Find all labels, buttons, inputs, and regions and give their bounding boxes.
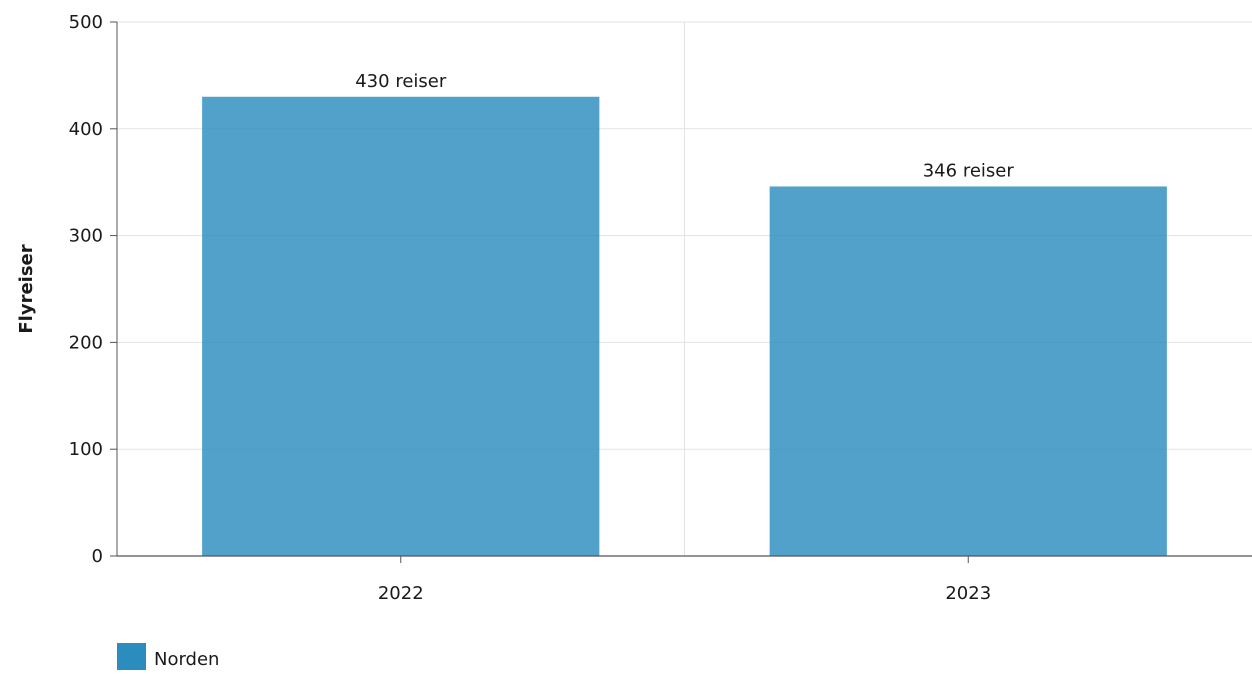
bar-value-label: 430 reiser <box>355 71 447 92</box>
y-tick-label: 200 <box>69 332 103 353</box>
y-tick-label: 300 <box>69 226 103 247</box>
y-tick-label: 400 <box>69 119 103 140</box>
legend[interactable]: Norden <box>117 643 219 670</box>
y-tick-label: 0 <box>92 546 103 567</box>
axes-group <box>110 21 1252 563</box>
y-axis-title: Flyreiser <box>16 244 37 333</box>
legend-label: Norden <box>154 649 219 670</box>
bar-2022[interactable] <box>202 96 600 556</box>
x-tick-label: 2022 <box>378 583 424 604</box>
x-tick-label: 2023 <box>945 583 991 604</box>
legend-swatch <box>117 643 146 670</box>
labels-group: 0 100 200 300 400 500 430 reiser 2022 346 reiser… <box>69 12 1015 604</box>
y-tick-label: 100 <box>69 439 103 460</box>
bar-2023[interactable] <box>769 186 1167 557</box>
bar-value-label: 346 reiser <box>923 160 1015 181</box>
y-tick-label: 500 <box>69 12 103 33</box>
bars-group <box>202 96 1167 557</box>
